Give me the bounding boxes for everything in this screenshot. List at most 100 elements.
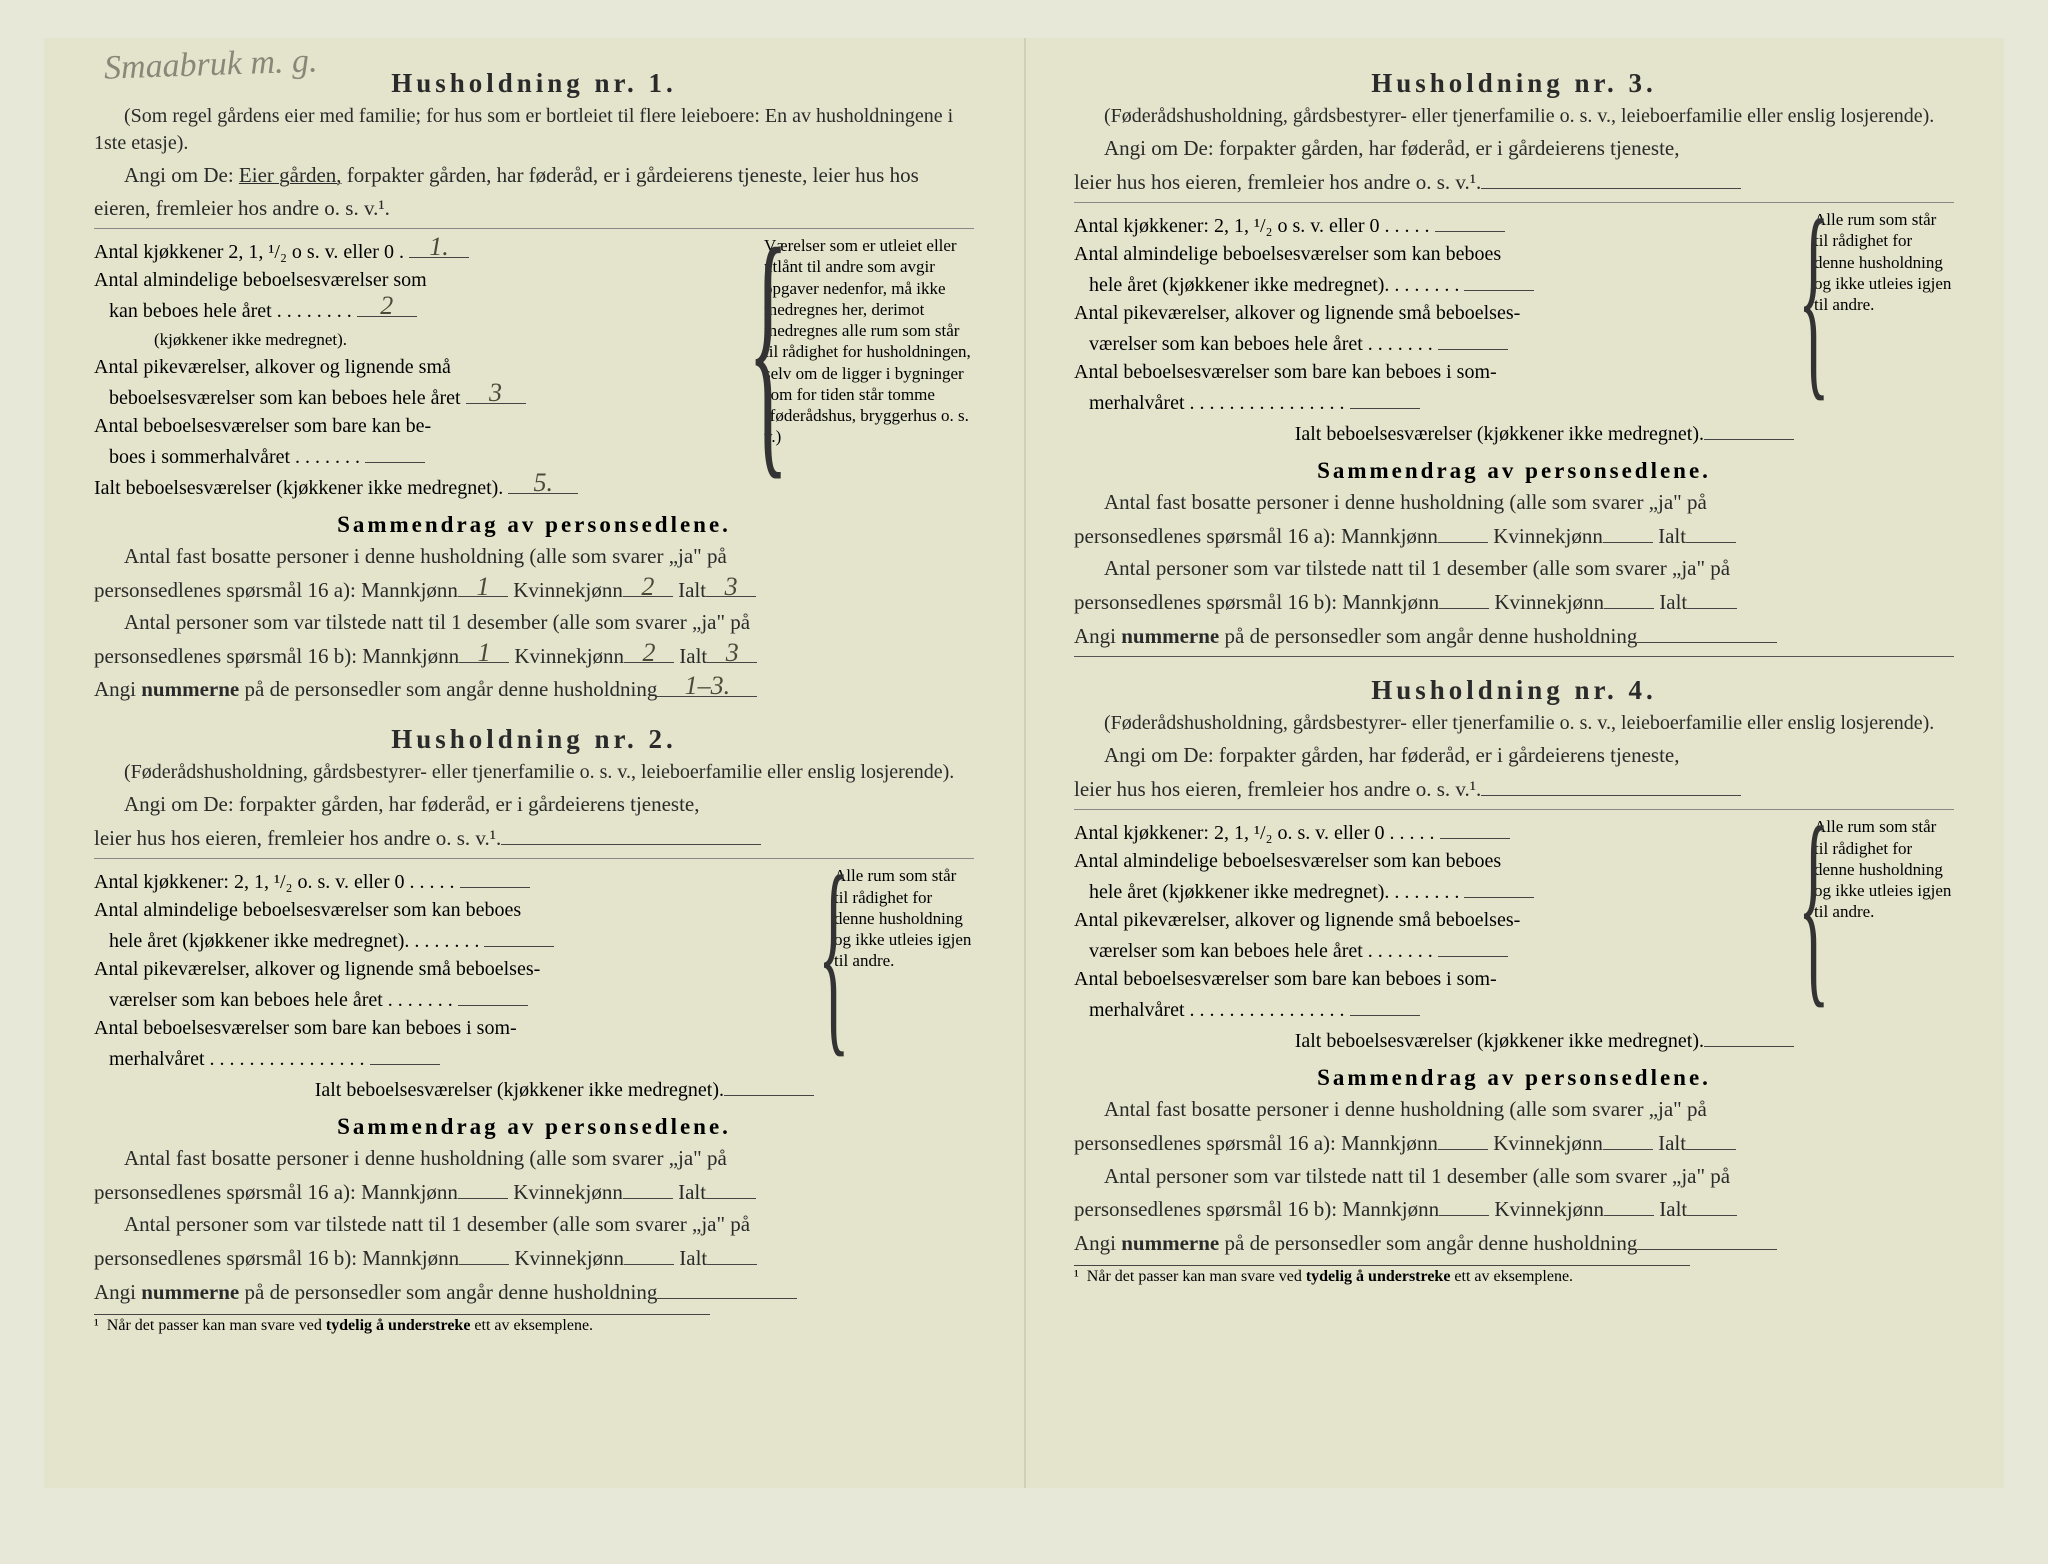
hh1-q-alm: Antal almindelige beboelsesværelser som … xyxy=(94,266,744,353)
hh3-subtitle: (Føderådshusholdning, gårdsbestyrer- ell… xyxy=(1074,103,1954,130)
hh2-samm-1: Antal fast bosatte personer i denne hush… xyxy=(94,1142,974,1175)
hh3-sidenote: { Alle rum som står til rådighet for den… xyxy=(1802,209,1954,315)
hh4-nummer: Angi nummerne på de personsedler som ang… xyxy=(1074,1226,1954,1260)
label-text: Kvinnekjønn xyxy=(1494,1197,1604,1221)
label-text: Ialt xyxy=(678,578,706,602)
bold-label: tydelig å understreke xyxy=(1306,1268,1451,1285)
q-text: Antal beboelsesværelser som bare kan beb… xyxy=(1074,361,1497,383)
label-text: Kvinnekjønn xyxy=(514,1246,624,1270)
hh1-samm-2b: personsedlenes spørsmål 16 b): Mannkjønn… xyxy=(94,639,974,673)
q-text: hele året (kjøkkener ikke medregnet). . … xyxy=(1089,274,1459,296)
q-text: Antal almindelige beboelsesværelser som … xyxy=(1074,850,1501,872)
hh2-sidenote: { Alle rum som står til rådighet for den… xyxy=(822,865,974,971)
hh2-samm-1b: personsedlenes spørsmål 16 a): Mannkjønn… xyxy=(94,1175,974,1209)
brace-icon: { xyxy=(1798,816,1830,922)
fill-field xyxy=(1637,1226,1777,1250)
hh1-angi: Angi om De: Eier gården, forpakter gårde… xyxy=(94,159,974,224)
label-text: Kvinnekjønn xyxy=(513,578,623,602)
q-text: værelser som kan beboes hele året . . . … xyxy=(109,989,453,1011)
hh2-samm-2: Antal personer som var tilstede natt til… xyxy=(94,1208,974,1241)
fill-field xyxy=(1481,165,1741,189)
label-text: Ialt xyxy=(678,1180,706,1204)
hand-value: 1. xyxy=(429,229,449,265)
q-text: Antal kjøkkener 2, 1, ¹/₂ o s. v. eller … xyxy=(94,241,404,263)
q-text: Antal beboelsesværelser som bare kan beb… xyxy=(94,1017,517,1039)
q-text: Ialt beboelsesværelser (kjøkkener ikke m… xyxy=(315,1079,724,1101)
hh1-samm-1b: personsedlenes spørsmål 16 a): Mannkjønn… xyxy=(94,573,974,607)
hh2-questions: Antal kjøkkener: 2, 1, ¹/₂ o. s. v. elle… xyxy=(94,865,814,1104)
hh3-q-ialt: Ialt beboelsesværelser (kjøkkener ikke m… xyxy=(1074,417,1794,448)
household-4: Husholdning nr. 4. (Føderådshusholdning,… xyxy=(1074,675,1954,1286)
hh3-q-kjokken: Antal kjøkkener: 2, 1, ¹/₂ o s. v. eller… xyxy=(1074,209,1794,240)
q-note: (kjøkkener ikke medregnet). xyxy=(154,330,347,349)
fill-field xyxy=(458,1175,508,1199)
hh3-samm-1: Antal fast bosatte personer i denne hush… xyxy=(1074,486,1954,519)
hh2-angi: Angi om De: forpakter gården, har føderå… xyxy=(94,788,974,821)
hh2-q-kjokken: Antal kjøkkener: 2, 1, ¹/₂ o. s. v. elle… xyxy=(94,865,814,896)
label-text: personsedlenes spørsmål 16 a): Mannkjønn xyxy=(94,578,458,602)
label-text: personsedlenes spørsmål 16 a): Mannkjønn xyxy=(94,1180,458,1204)
hh2-samm-2b: personsedlenes spørsmål 16 b): Mannkjønn… xyxy=(94,1241,974,1275)
hh4-q-kjokken: Antal kjøkkener: 2, 1, ¹/₂ o. s. v. elle… xyxy=(1074,816,1794,847)
fill-field xyxy=(1687,1192,1737,1216)
hh4-sidenote: { Alle rum som står til rådighet for den… xyxy=(1802,816,1954,922)
fill-field xyxy=(1686,519,1736,543)
q-text: boes i sommerhalvåret . . . . . . . xyxy=(109,446,360,468)
hh2-q-alm: Antal almindelige beboelsesværelser som … xyxy=(94,896,814,955)
hh1-samm-2: Antal personer som var tilstede natt til… xyxy=(94,606,974,639)
hh2-q-pike: Antal pikeværelser, alkover og lignende … xyxy=(94,955,814,1014)
note-text: Værelser som er utleiet eller utlånt til… xyxy=(764,236,971,446)
q-text: Antal pikeværelser, alkover og lignende … xyxy=(1074,909,1520,931)
brace-icon: { xyxy=(748,235,788,448)
bold-label: nummerne xyxy=(1121,1231,1219,1255)
fill-field xyxy=(460,865,530,888)
hh4-samm-title: Sammendrag av personsedlene. xyxy=(1074,1065,1954,1091)
hh3-title: Husholdning nr. 3. xyxy=(1074,68,1954,99)
fill-field xyxy=(484,924,554,947)
fill-field xyxy=(1350,386,1420,409)
label-text: personsedlenes spørsmål 16 b): Mannkjønn xyxy=(94,644,459,668)
note-text: Alle rum som står til rådighet for denne… xyxy=(1814,817,1951,921)
hh3-q-pike: Antal pikeværelser, alkover og lignende … xyxy=(1074,299,1794,358)
hand-value: 5. xyxy=(534,465,554,501)
separator xyxy=(94,228,974,229)
hh4-q-som: Antal beboelsesværelser som bare kan beb… xyxy=(1074,965,1794,1024)
hand-value: 2 xyxy=(641,567,654,607)
angi-text: leier hus hos eieren, fremleier hos andr… xyxy=(1074,777,1481,801)
angi-text: leier hus hos eieren, fremleier hos andr… xyxy=(94,826,501,850)
hh1-q-ialt: Ialt beboelsesværelser (kjøkkener ikke m… xyxy=(94,471,744,502)
hand-value: 3 xyxy=(489,375,502,411)
q-text: merhalvåret . . . . . . . . . . . . . . … xyxy=(1089,392,1345,414)
household-2: Husholdning nr. 2. (Føderådshusholdning,… xyxy=(94,724,974,1335)
right-column: Husholdning nr. 3. (Føderådshusholdning,… xyxy=(1024,38,2004,1488)
q-text: Antal beboelsesværelser som bare kan beb… xyxy=(1074,968,1497,990)
hh4-subtitle: (Føderådshusholdning, gårdsbestyrer- ell… xyxy=(1074,710,1954,737)
hh3-samm-title: Sammendrag av personsedlene. xyxy=(1074,458,1954,484)
fill-field: 3 xyxy=(466,381,526,404)
label-text: personsedlenes spørsmål 16 a): Mannkjønn xyxy=(1074,524,1438,548)
label-text: Ialt xyxy=(1658,524,1686,548)
hh2-samm-title: Sammendrag av personsedlene. xyxy=(94,1114,974,1140)
hh1-nummer: Angi nummerne på de personsedler som ang… xyxy=(94,672,974,706)
q-text: Antal beboelsesværelser som bare kan be- xyxy=(94,415,431,437)
hh1-samm-title: Sammendrag av personsedlene. xyxy=(94,512,974,538)
q-text: Antal pikeværelser, alkover og lignende … xyxy=(1074,302,1520,324)
hh4-questions: Antal kjøkkener: 2, 1, ¹/₂ o. s. v. elle… xyxy=(1074,816,1794,1055)
hh4-q-ialt: Ialt beboelsesværelser (kjøkkener ikke m… xyxy=(1074,1024,1794,1055)
fill-field xyxy=(1481,772,1741,796)
label-text: Kvinnekjønn xyxy=(1493,1131,1603,1155)
q-text: Antal kjøkkener: 2, 1, ¹/₂ o. s. v. elle… xyxy=(94,871,455,893)
hh3-samm-2b: personsedlenes spørsmål 16 b): Mannkjønn… xyxy=(1074,585,1954,619)
hand-value: 2 xyxy=(380,288,393,324)
label-text: personsedlenes spørsmål 16 a): Mannkjønn xyxy=(1074,1131,1438,1155)
hh4-samm-1b: personsedlenes spørsmål 16 a): Mannkjønn… xyxy=(1074,1126,1954,1160)
label-text: personsedlenes spørsmål 16 b): Mannkjønn xyxy=(94,1246,459,1270)
hh3-samm-2pre: Antal personer som var tilstede natt til… xyxy=(1074,552,1954,585)
hh1-angi-underlined: Eier gården, xyxy=(239,163,342,187)
q-text: merhalvåret . . . . . . . . . . . . . . … xyxy=(1089,999,1345,1021)
label-text: Kvinnekjønn xyxy=(513,1180,623,1204)
q-text: merhalvåret . . . . . . . . . . . . . . … xyxy=(109,1048,365,1070)
brace-icon: { xyxy=(818,865,850,971)
hh3-nummer: Angi nummerne på de personsedler som ang… xyxy=(1074,619,1954,658)
fill-field xyxy=(1604,1192,1654,1216)
